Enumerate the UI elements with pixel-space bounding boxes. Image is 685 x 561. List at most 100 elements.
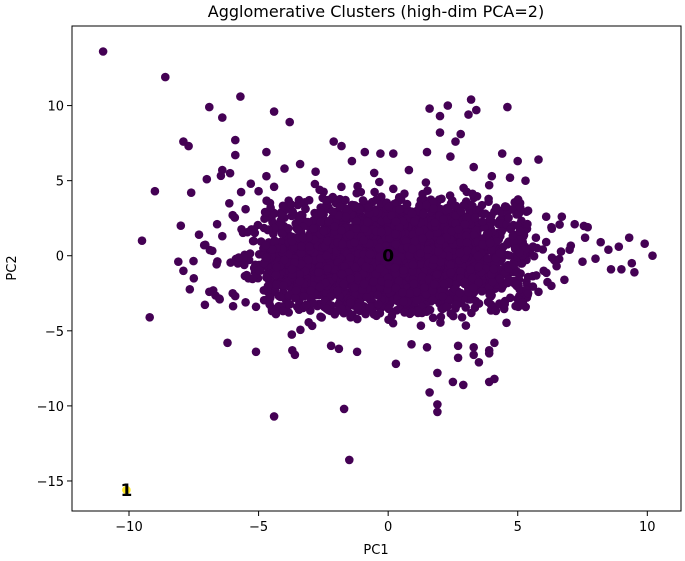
data-point-cluster-0 [376, 149, 385, 158]
data-point-cluster-0 [145, 313, 154, 322]
data-point-cluster-0 [330, 222, 339, 231]
data-point-cluster-0 [254, 186, 263, 196]
data-point-cluster-0 [272, 280, 281, 289]
data-point-cluster-0 [387, 311, 397, 321]
data-point-cluster-0 [272, 262, 281, 272]
data-point-cluster-0 [448, 377, 458, 387]
data-point-cluster-0 [453, 353, 463, 363]
data-point-cluster-0 [547, 253, 557, 262]
data-point-cluster-0 [539, 266, 548, 276]
data-point-cluster-0 [461, 231, 471, 241]
y-axis-label: PC2 [5, 255, 20, 280]
data-point-cluster-0 [523, 219, 532, 229]
data-point-cluster-0 [433, 400, 442, 409]
x-tick-label: −10 [115, 520, 142, 535]
data-point-cluster-0 [234, 253, 243, 262]
data-point-cluster-0 [425, 305, 435, 315]
data-point-cluster-0 [389, 149, 398, 158]
data-point-cluster-0 [223, 338, 232, 348]
data-point-cluster-0 [200, 300, 210, 310]
data-point-cluster-0 [372, 195, 381, 204]
data-point-cluster-0 [523, 206, 533, 215]
data-point-cluster-0 [402, 199, 412, 209]
data-point-cluster-0 [254, 265, 264, 275]
data-point-cluster-0 [617, 265, 626, 274]
data-point-cluster-0 [509, 260, 519, 270]
data-point-cluster-0 [369, 277, 379, 286]
data-point-cluster-0 [433, 407, 442, 417]
data-point-cluster-0 [137, 236, 147, 245]
data-point-cluster-0 [150, 186, 160, 196]
data-point-cluster-0 [447, 227, 457, 236]
data-point-cluster-0 [487, 171, 497, 181]
data-point-cluster-0 [469, 162, 479, 172]
data-point-cluster-0 [337, 270, 347, 279]
data-point-cluster-0 [296, 248, 306, 258]
data-point-cluster-0 [430, 279, 439, 289]
data-point-cluster-0 [480, 209, 490, 218]
data-point-cluster-0 [497, 149, 507, 158]
data-point-cluster-0 [508, 231, 518, 241]
data-point-cluster-0 [394, 276, 404, 286]
data-point-cluster-0 [490, 374, 499, 384]
data-point-cluster-0 [436, 257, 445, 267]
data-point-cluster-0 [238, 228, 248, 238]
data-point-cluster-0 [500, 202, 510, 211]
data-point-cluster-0 [442, 302, 452, 312]
data-point-cluster-0 [477, 287, 487, 296]
data-point-cluster-0 [630, 268, 639, 277]
data-point-cluster-0 [304, 255, 313, 265]
data-point-cluster-0 [469, 350, 479, 360]
data-point-cluster-0 [505, 173, 515, 182]
data-point-cluster-0 [295, 270, 305, 279]
data-point-cluster-0 [387, 211, 397, 220]
data-point-cluster-0 [506, 225, 516, 234]
data-point-cluster-0 [395, 205, 404, 214]
data-point-cluster-0 [228, 210, 237, 220]
data-point-cluster-0 [277, 210, 286, 220]
data-point-cluster-0 [392, 256, 402, 266]
data-point-cluster-0 [423, 245, 433, 254]
data-point-cluster-0 [339, 404, 349, 414]
data-point-cluster-0 [359, 235, 369, 245]
data-point-cluster-0 [418, 272, 427, 282]
data-point-cluster-0 [246, 179, 256, 188]
data-point-cluster-0 [333, 306, 342, 316]
data-point-cluster-0 [470, 213, 480, 223]
data-point-cluster-0 [425, 104, 434, 113]
data-point-cluster-0 [345, 230, 355, 240]
data-point-cluster-0 [500, 299, 510, 309]
data-point-cluster-0 [290, 258, 299, 267]
data-point-cluster-0 [228, 301, 238, 311]
data-point-cluster-0 [469, 283, 478, 293]
data-point-cluster-0 [341, 195, 350, 205]
data-point-cluster-0 [485, 238, 495, 248]
data-point-cluster-0 [295, 276, 305, 286]
data-point-cluster-0 [345, 253, 355, 262]
data-point-cluster-0 [350, 283, 359, 293]
data-point-cluster-0 [228, 289, 237, 298]
data-point-cluster-0 [474, 262, 484, 272]
data-point-cluster-0 [451, 137, 460, 146]
data-point-cluster-0 [346, 274, 355, 284]
data-point-cluster-0 [604, 245, 613, 254]
data-point-cluster-0 [310, 179, 320, 189]
data-point-cluster-0 [364, 203, 374, 212]
data-point-cluster-0 [189, 256, 198, 266]
data-point-cluster-0 [309, 298, 318, 308]
data-point-cluster-0 [262, 171, 271, 181]
data-point-cluster-0 [398, 288, 407, 297]
data-point-cluster-0 [296, 259, 306, 269]
data-point-cluster-0 [316, 312, 325, 322]
data-point-cluster-0 [249, 236, 259, 246]
data-point-cluster-0 [301, 204, 310, 213]
data-point-cluster-0 [287, 237, 297, 246]
data-point-cluster-0 [346, 298, 355, 308]
data-point-cluster-0 [495, 274, 505, 284]
data-point-cluster-0 [373, 291, 382, 300]
data-point-cluster-0 [436, 312, 446, 322]
data-point-cluster-0 [391, 239, 401, 249]
data-point-cluster-0 [461, 303, 471, 312]
data-point-cluster-0 [360, 224, 370, 233]
